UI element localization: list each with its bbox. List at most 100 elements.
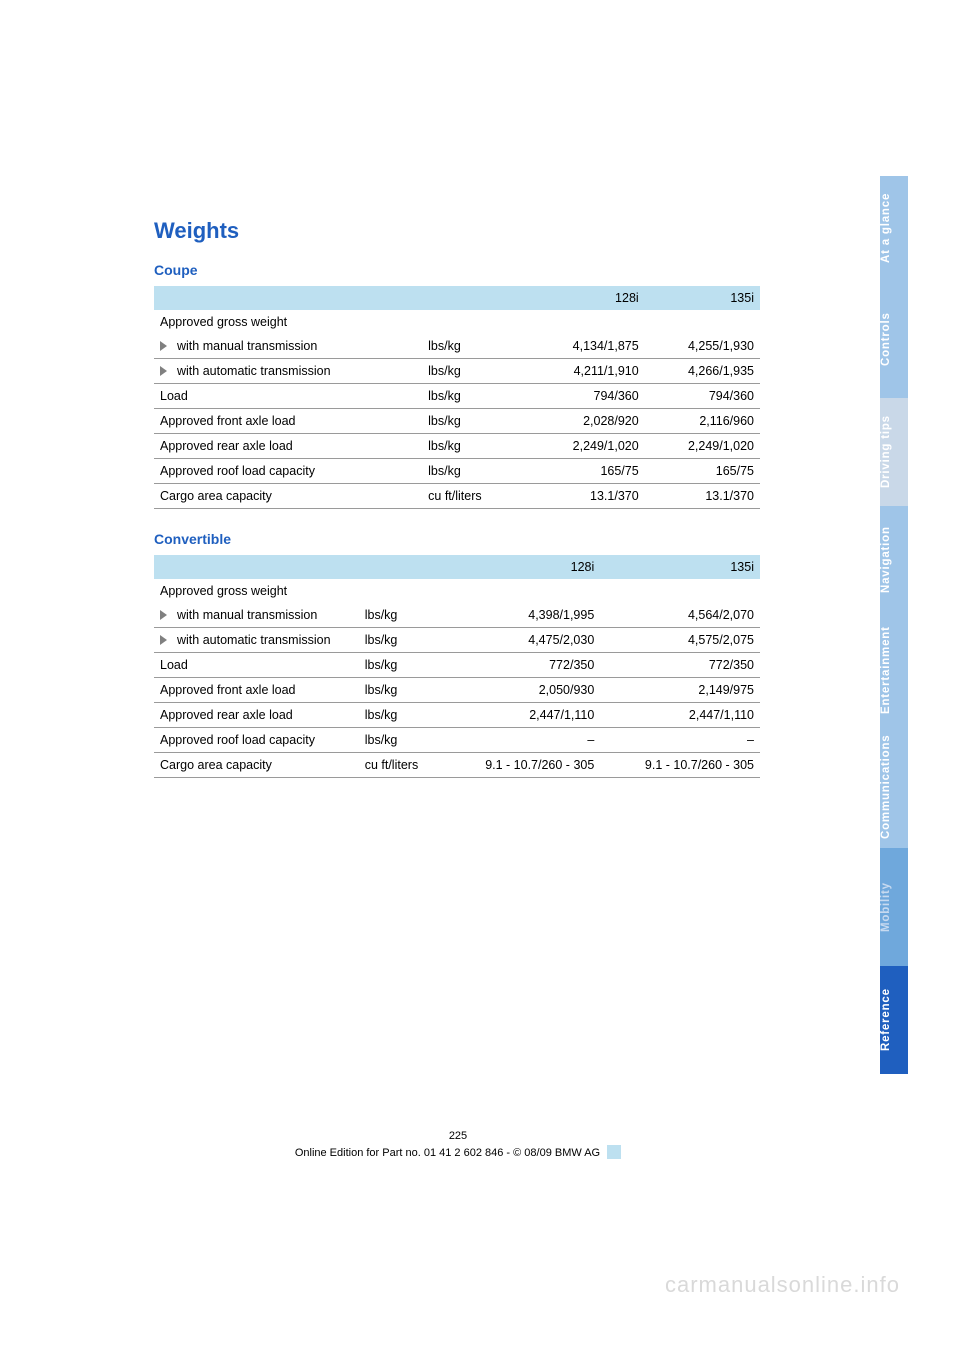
table-row: Approved rear axle loadlbs/kg 2,447/1,110… [154,703,760,728]
table-column-header: 135i [645,286,760,310]
row-value: 4,564/2,070 [600,603,760,628]
row-value [529,310,644,334]
watermark: carmanualsonline.info [665,1272,900,1298]
row-value: 2,249/1,020 [645,434,760,459]
row-unit: lbs/kg [359,628,441,653]
row-value [600,579,760,603]
side-tabs: At a glanceControlsDriving tipsNavigatio… [880,176,908,1074]
row-label: Cargo area capacity [154,753,359,778]
row-label: Approved rear axle load [154,703,359,728]
row-unit [422,310,529,334]
table-row: Loadlbs/kg772/350772/350 [154,653,760,678]
table-row: Approved rear axle loadlbs/kg2,249/1,020… [154,434,760,459]
triangle-bullet-icon [160,635,167,645]
row-value: 4,134/1,875 [529,334,644,359]
table-row: Approved roof load capacitylbs/kg–– [154,728,760,753]
row-unit: lbs/kg [422,409,529,434]
row-value: 794/360 [645,384,760,409]
page-number: 225 [154,1130,762,1142]
convertible-heading: Convertible [154,531,760,547]
row-unit: lbs/kg [359,703,441,728]
table-row: Approved gross weight [154,310,760,334]
convertible-table: 128i135iApproved gross weightwith manual… [154,555,760,778]
row-value: – [600,728,760,753]
row-label: with manual transmission [154,334,422,359]
row-label: Approved roof load capacity [154,459,422,484]
table-row: with manual transmission lbs/kg4,134/1,87… [154,334,760,359]
row-value: 2,447/1,110 [600,703,760,728]
row-label: with automatic transmission [154,359,422,384]
row-label: Approved gross weight [154,310,422,334]
table-column-header: 128i [529,286,644,310]
row-label: Approved roof load capacity [154,728,359,753]
row-label-text: with manual transmission [175,608,317,622]
row-label: Cargo area capacity [154,484,422,509]
side-tab[interactable]: Communications [880,726,908,848]
footer-line: Online Edition for Part no. 01 41 2 602 … [295,1147,600,1159]
row-label-text: with manual transmission [175,339,317,353]
page-content: Weights Coupe 128i135iApproved gross wei… [154,218,760,800]
row-label: with manual transmission [154,603,359,628]
side-tab[interactable]: Controls [880,280,908,398]
row-unit: lbs/kg [359,603,441,628]
row-label: Load [154,653,359,678]
row-value: 9.1 - 10.7/260 - 305 [441,753,601,778]
row-unit: lbs/kg [422,459,529,484]
row-label: Approved rear axle load [154,434,422,459]
row-label-text: with automatic transmission [175,633,331,647]
footer-box [607,1145,621,1159]
table-header-blank [154,286,529,310]
table-row: with automatic transmission lbs/kg4,211/1… [154,359,760,384]
row-value: 2,149/975 [600,678,760,703]
triangle-bullet-icon [160,341,167,351]
row-label-text: with automatic transmission [175,364,331,378]
row-value: 4,255/1,930 [645,334,760,359]
row-value: 2,050/930 [441,678,601,703]
row-label: with automatic transmission [154,628,359,653]
table-row: Approved front axle loadlbs/kg2,028/9202… [154,409,760,434]
side-tab[interactable]: Entertainment [880,614,908,726]
row-value: 4,211/1,910 [529,359,644,384]
table-column-header: 128i [441,555,601,579]
row-unit: lbs/kg [422,434,529,459]
side-tab[interactable]: Driving tips [880,398,908,506]
coupe-heading: Coupe [154,262,760,278]
row-unit: lbs/kg [359,653,441,678]
row-value: 165/75 [645,459,760,484]
table-row: with automatic transmissionlbs/kg4,475/2… [154,628,760,653]
coupe-table: 128i135iApproved gross weightwith manual… [154,286,760,509]
table-row: Approved front axle loadlbs/kg2,050/9302… [154,678,760,703]
row-value: 4,575/2,075 [600,628,760,653]
table-header-blank [154,555,441,579]
row-value: 4,398/1,995 [441,603,601,628]
triangle-bullet-icon [160,366,167,376]
side-tab[interactable]: Reference [880,966,908,1074]
table-row: Approved roof load capacitylbs/kg165/751… [154,459,760,484]
row-value [645,310,760,334]
row-unit: cu ft/liters [359,753,441,778]
row-unit: lbs/kg [359,678,441,703]
row-unit: lbs/kg [359,728,441,753]
table-row: Cargo area capacitycu ft/liters13.1/3701… [154,484,760,509]
row-unit: lbs/kg [422,359,529,384]
row-value: 794/360 [529,384,644,409]
row-value: 2,116/960 [645,409,760,434]
row-value: 9.1 - 10.7/260 - 305 [600,753,760,778]
row-unit: lbs/kg [422,334,529,359]
side-tab[interactable]: Navigation [880,506,908,614]
row-label: Load [154,384,422,409]
row-label: Approved front axle load [154,678,359,703]
row-value: 772/350 [600,653,760,678]
row-value: 4,266/1,935 [645,359,760,384]
table-column-header: 135i [600,555,760,579]
row-value: 165/75 [529,459,644,484]
table-row: Cargo area capacitycu ft/liters9.1 - 10.… [154,753,760,778]
side-tab[interactable]: At a glance [880,176,908,280]
row-value: 2,249/1,020 [529,434,644,459]
side-tab[interactable]: Mobility [880,848,908,966]
row-value: 2,028/920 [529,409,644,434]
row-unit [359,579,441,603]
row-value: 13.1/370 [645,484,760,509]
table-row: with manual transmission lbs/kg4,398/1,99… [154,603,760,628]
table-row: Loadlbs/kg794/360794/360 [154,384,760,409]
